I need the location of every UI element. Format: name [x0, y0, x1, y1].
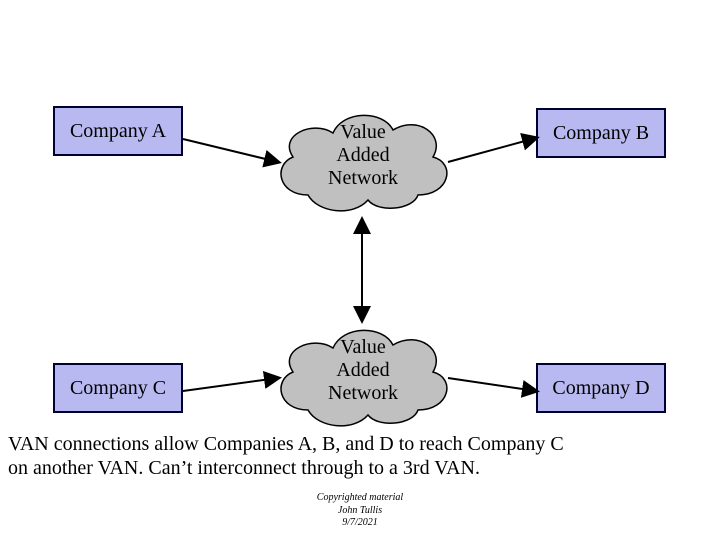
footer-line3: 9/7/2021 — [342, 517, 378, 528]
edge-van1-b — [448, 138, 536, 162]
company-c-box: Company C — [53, 363, 183, 413]
van1-line3: Network — [328, 167, 398, 189]
van2-label: Value Added Network — [268, 336, 458, 405]
van2-line2: Added — [336, 359, 389, 381]
van2-line3: Network — [328, 382, 398, 404]
caption-line2: on another VAN. Can’t interconnect throu… — [8, 457, 480, 479]
company-d-label: Company D — [552, 377, 649, 400]
company-a-box: Company A — [53, 106, 183, 156]
footer-line2: John Tullis — [338, 505, 382, 516]
company-d-box: Company D — [536, 363, 666, 413]
van-cloud-2: Value Added Network — [268, 320, 458, 435]
edge-a-van1 — [183, 139, 278, 162]
edge-c-van2 — [183, 378, 278, 391]
company-c-label: Company C — [70, 377, 166, 400]
footer-line1: Copyrighted material — [317, 492, 403, 503]
caption-line1: VAN connections allow Companies A, B, an… — [8, 433, 564, 455]
van1-line2: Added — [336, 144, 389, 166]
van-cloud-1: Value Added Network — [268, 105, 458, 220]
company-a-label: Company A — [70, 120, 166, 143]
van2-line1: Value — [340, 336, 386, 358]
footer-text: Copyrighted material John Tullis 9/7/202… — [0, 492, 720, 530]
van1-line1: Value — [340, 121, 386, 143]
edge-van2-d — [448, 378, 536, 391]
caption-text: VAN connections allow Companies A, B, an… — [8, 432, 712, 480]
company-b-label: Company B — [553, 122, 649, 145]
company-b-box: Company B — [536, 108, 666, 158]
van1-label: Value Added Network — [268, 121, 458, 190]
